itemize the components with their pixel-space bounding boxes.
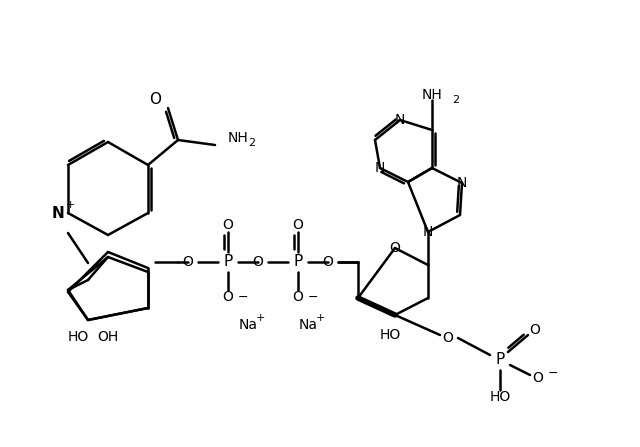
Text: NH: NH	[228, 131, 249, 145]
Text: HO: HO	[67, 330, 88, 344]
Text: N: N	[52, 206, 65, 220]
Text: O: O	[182, 255, 193, 269]
Text: O: O	[529, 323, 540, 337]
Text: O: O	[443, 331, 453, 345]
Text: −: −	[548, 367, 559, 380]
Text: O: O	[149, 93, 161, 107]
Text: N: N	[395, 113, 405, 127]
Text: 2: 2	[248, 138, 255, 148]
Text: +: +	[316, 313, 324, 323]
Text: N: N	[375, 161, 385, 175]
Text: P: P	[293, 254, 303, 270]
Text: P: P	[223, 254, 232, 270]
Text: O: O	[323, 255, 333, 269]
Text: NH: NH	[422, 88, 442, 102]
Text: O: O	[292, 290, 303, 304]
Text: O: O	[292, 218, 303, 232]
Text: O: O	[223, 218, 234, 232]
Text: HO: HO	[380, 328, 401, 342]
Text: N: N	[423, 225, 433, 239]
Text: O: O	[532, 371, 543, 385]
Text: P: P	[495, 353, 504, 367]
Text: OH: OH	[97, 330, 118, 344]
Text: O: O	[390, 241, 401, 255]
Text: 2: 2	[452, 95, 459, 105]
Text: −: −	[238, 291, 248, 304]
Text: HO: HO	[490, 390, 511, 404]
Text: Na: Na	[298, 318, 317, 332]
Text: N: N	[457, 176, 467, 190]
Text: O: O	[253, 255, 264, 269]
Text: −: −	[308, 291, 319, 304]
Text: O: O	[223, 290, 234, 304]
Text: +: +	[65, 200, 75, 210]
Text: +: +	[255, 313, 265, 323]
Text: Na: Na	[239, 318, 257, 332]
